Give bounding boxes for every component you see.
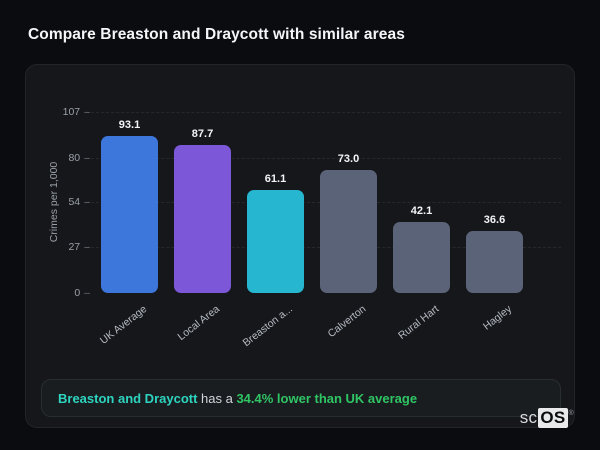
note-stat: 34.4% lower than UK average: [236, 390, 418, 406]
chart-panel: Crimes per 1,000 107–80–54–27–0– 93.1 UK …: [25, 64, 575, 428]
gridline: [86, 157, 561, 159]
bar-value-label: 73.0: [337, 152, 360, 165]
y-tick-label: 80–: [68, 151, 90, 164]
note-area-name: Breaston and Draycott: [58, 390, 198, 406]
bar-breaston-a[interactable]: [247, 189, 304, 293]
y-tick-label: 0–: [74, 287, 90, 299]
y-tick-label: 107–: [62, 106, 90, 118]
x-axis-label: Rural Hart: [395, 303, 441, 342]
registered-mark-icon: ®: [568, 410, 574, 417]
bar-chart: Crimes per 1,000 107–80–54–27–0– 93.1 UK …: [26, 65, 574, 427]
x-axis-label: Local Area: [175, 303, 222, 344]
bar-local-area[interactable]: [174, 144, 231, 293]
x-axis-label: Hagley: [480, 303, 514, 333]
bar-uk-average[interactable]: [101, 135, 158, 293]
bar-value-label: 87.7: [191, 127, 214, 140]
page-title: Compare Breaston and Draycott with simil…: [28, 26, 405, 43]
x-axis-label: UK Average: [97, 303, 149, 347]
bar-hagley[interactable]: [466, 231, 523, 293]
bar-value-label: 93.1: [118, 118, 141, 131]
comparison-note: Breaston and Draycott has a 34.4% lower …: [41, 379, 561, 417]
x-axis-label: Calverton: [325, 303, 368, 341]
bar-calverton[interactable]: [320, 169, 377, 293]
scos-logo: sc OS ®: [520, 408, 574, 428]
logo-prefix: sc: [519, 408, 538, 427]
y-tick-label: 27–: [68, 241, 90, 254]
bar-rural-hart[interactable]: [393, 221, 450, 293]
gridline: [86, 112, 561, 113]
bar-value-label: 36.6: [483, 214, 506, 227]
bar-value-label: 61.1: [264, 172, 287, 185]
x-axis-label: Breaston a...: [240, 303, 295, 350]
bar-value-label: 42.1: [410, 204, 433, 217]
note-connector: has a: [197, 390, 237, 406]
logo-os-box: OS: [538, 408, 568, 428]
y-tick-label: 54–: [68, 195, 90, 208]
